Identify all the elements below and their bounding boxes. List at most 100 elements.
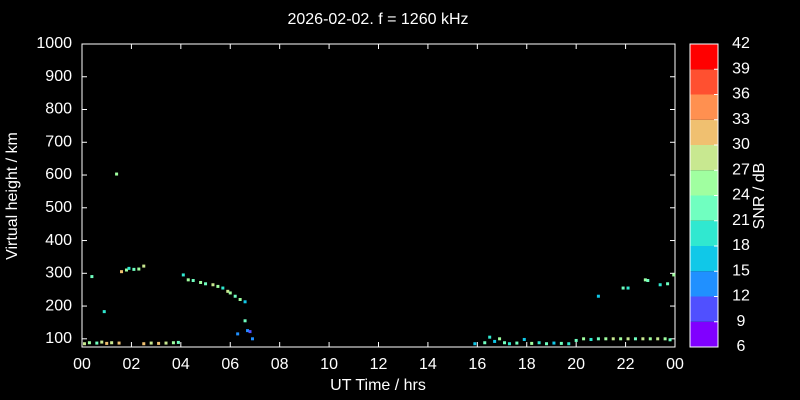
- data-point: [483, 341, 487, 345]
- data-point: [633, 337, 637, 341]
- data-point: [488, 335, 492, 339]
- data-point: [668, 338, 672, 342]
- colorbar-label: SNR / dB: [751, 163, 768, 230]
- data-point: [164, 341, 168, 345]
- y-tick-label: 1000: [36, 35, 72, 52]
- y-tick-label: 700: [45, 133, 72, 150]
- data-point: [619, 337, 623, 341]
- colorbar-cell: [690, 119, 718, 145]
- data-point: [137, 267, 141, 271]
- data-point: [596, 294, 600, 298]
- y-tick-label: 400: [45, 232, 72, 249]
- data-point: [243, 300, 247, 304]
- data-point: [663, 337, 667, 341]
- data-point: [117, 341, 121, 345]
- data-point: [589, 337, 593, 341]
- data-point: [105, 341, 109, 345]
- data-point: [658, 283, 662, 287]
- x-axis-label: UT Time / hrs: [330, 377, 426, 394]
- data-point: [90, 275, 94, 279]
- x-tick-label: 08: [271, 356, 289, 373]
- data-point: [567, 342, 571, 346]
- data-point: [552, 341, 556, 345]
- x-tick-label: 04: [172, 356, 190, 373]
- data-point: [537, 341, 541, 345]
- data-point: [656, 337, 660, 341]
- colorbar-tick-label: 36: [732, 86, 750, 103]
- x-tick-label: 06: [221, 356, 239, 373]
- colorbar-tick-label: 9: [737, 313, 746, 330]
- x-tick-label: 22: [617, 356, 635, 373]
- data-point: [641, 337, 645, 341]
- colorbar-cell: [690, 220, 718, 246]
- colorbar-tick-label: 15: [732, 262, 750, 279]
- y-tick-label: 800: [45, 101, 72, 118]
- data-point: [199, 280, 203, 284]
- colorbar-cell: [690, 69, 718, 95]
- y-tick-label: 300: [45, 265, 72, 282]
- data-point: [228, 291, 232, 295]
- data-point: [132, 267, 136, 271]
- data-point: [127, 266, 131, 270]
- data-point: [574, 338, 578, 342]
- colorbar-cell: [690, 195, 718, 221]
- data-point: [142, 264, 146, 268]
- x-tick-label: 20: [567, 356, 585, 373]
- data-point: [120, 270, 124, 274]
- data-point: [248, 330, 252, 334]
- data-point: [621, 286, 625, 290]
- colorbar-tick-label: 12: [732, 288, 750, 305]
- x-tick-label: 00: [73, 356, 91, 373]
- colorbar-cell: [690, 145, 718, 171]
- x-tick-label: 16: [468, 356, 486, 373]
- y-tick-label: 200: [45, 297, 72, 314]
- data-point: [100, 340, 104, 344]
- data-point: [246, 329, 250, 333]
- colorbar-tick-label: 30: [732, 136, 750, 153]
- data-point: [672, 273, 676, 277]
- colorbar-cell: [690, 44, 718, 70]
- colorbar-tick-label: 27: [732, 161, 750, 178]
- data-point: [522, 337, 526, 341]
- colorbar-cell: [690, 296, 718, 322]
- x-tick-label: 00: [666, 356, 684, 373]
- data-point: [115, 172, 119, 176]
- data-point: [142, 342, 146, 346]
- y-tick-label: 900: [45, 68, 72, 85]
- data-point: [666, 282, 670, 286]
- data-point: [204, 282, 208, 286]
- y-tick-label: 500: [45, 199, 72, 216]
- x-tick-label: 18: [518, 356, 536, 373]
- data-point: [643, 278, 647, 282]
- data-point: [646, 279, 650, 283]
- data-point: [611, 337, 615, 341]
- y-tick-label: 600: [45, 166, 72, 183]
- data-point: [236, 332, 240, 336]
- data-point: [191, 279, 195, 283]
- data-point: [559, 341, 563, 345]
- data-point: [124, 268, 128, 272]
- colorbar-cell: [690, 94, 718, 120]
- data-point: [238, 298, 242, 302]
- data-point: [211, 283, 215, 287]
- data-point: [473, 342, 477, 346]
- colorbar-tick-label: 21: [732, 212, 750, 229]
- data-point: [186, 278, 190, 282]
- data-point: [171, 341, 175, 345]
- data-point: [181, 273, 185, 277]
- data-point: [95, 341, 99, 345]
- x-tick-label: 02: [123, 356, 141, 373]
- x-tick-label: 10: [320, 356, 338, 373]
- data-point: [498, 337, 502, 341]
- colorbar-tick-label: 6: [737, 338, 746, 355]
- x-tick-label: 12: [370, 356, 388, 373]
- colorbar-tick-label: 39: [732, 60, 750, 77]
- data-point: [226, 289, 230, 293]
- data-point: [221, 286, 225, 290]
- y-tick-label: 100: [45, 330, 72, 347]
- data-point: [626, 337, 630, 341]
- data-point: [176, 340, 180, 344]
- colorbar-tick-label: 33: [732, 111, 750, 128]
